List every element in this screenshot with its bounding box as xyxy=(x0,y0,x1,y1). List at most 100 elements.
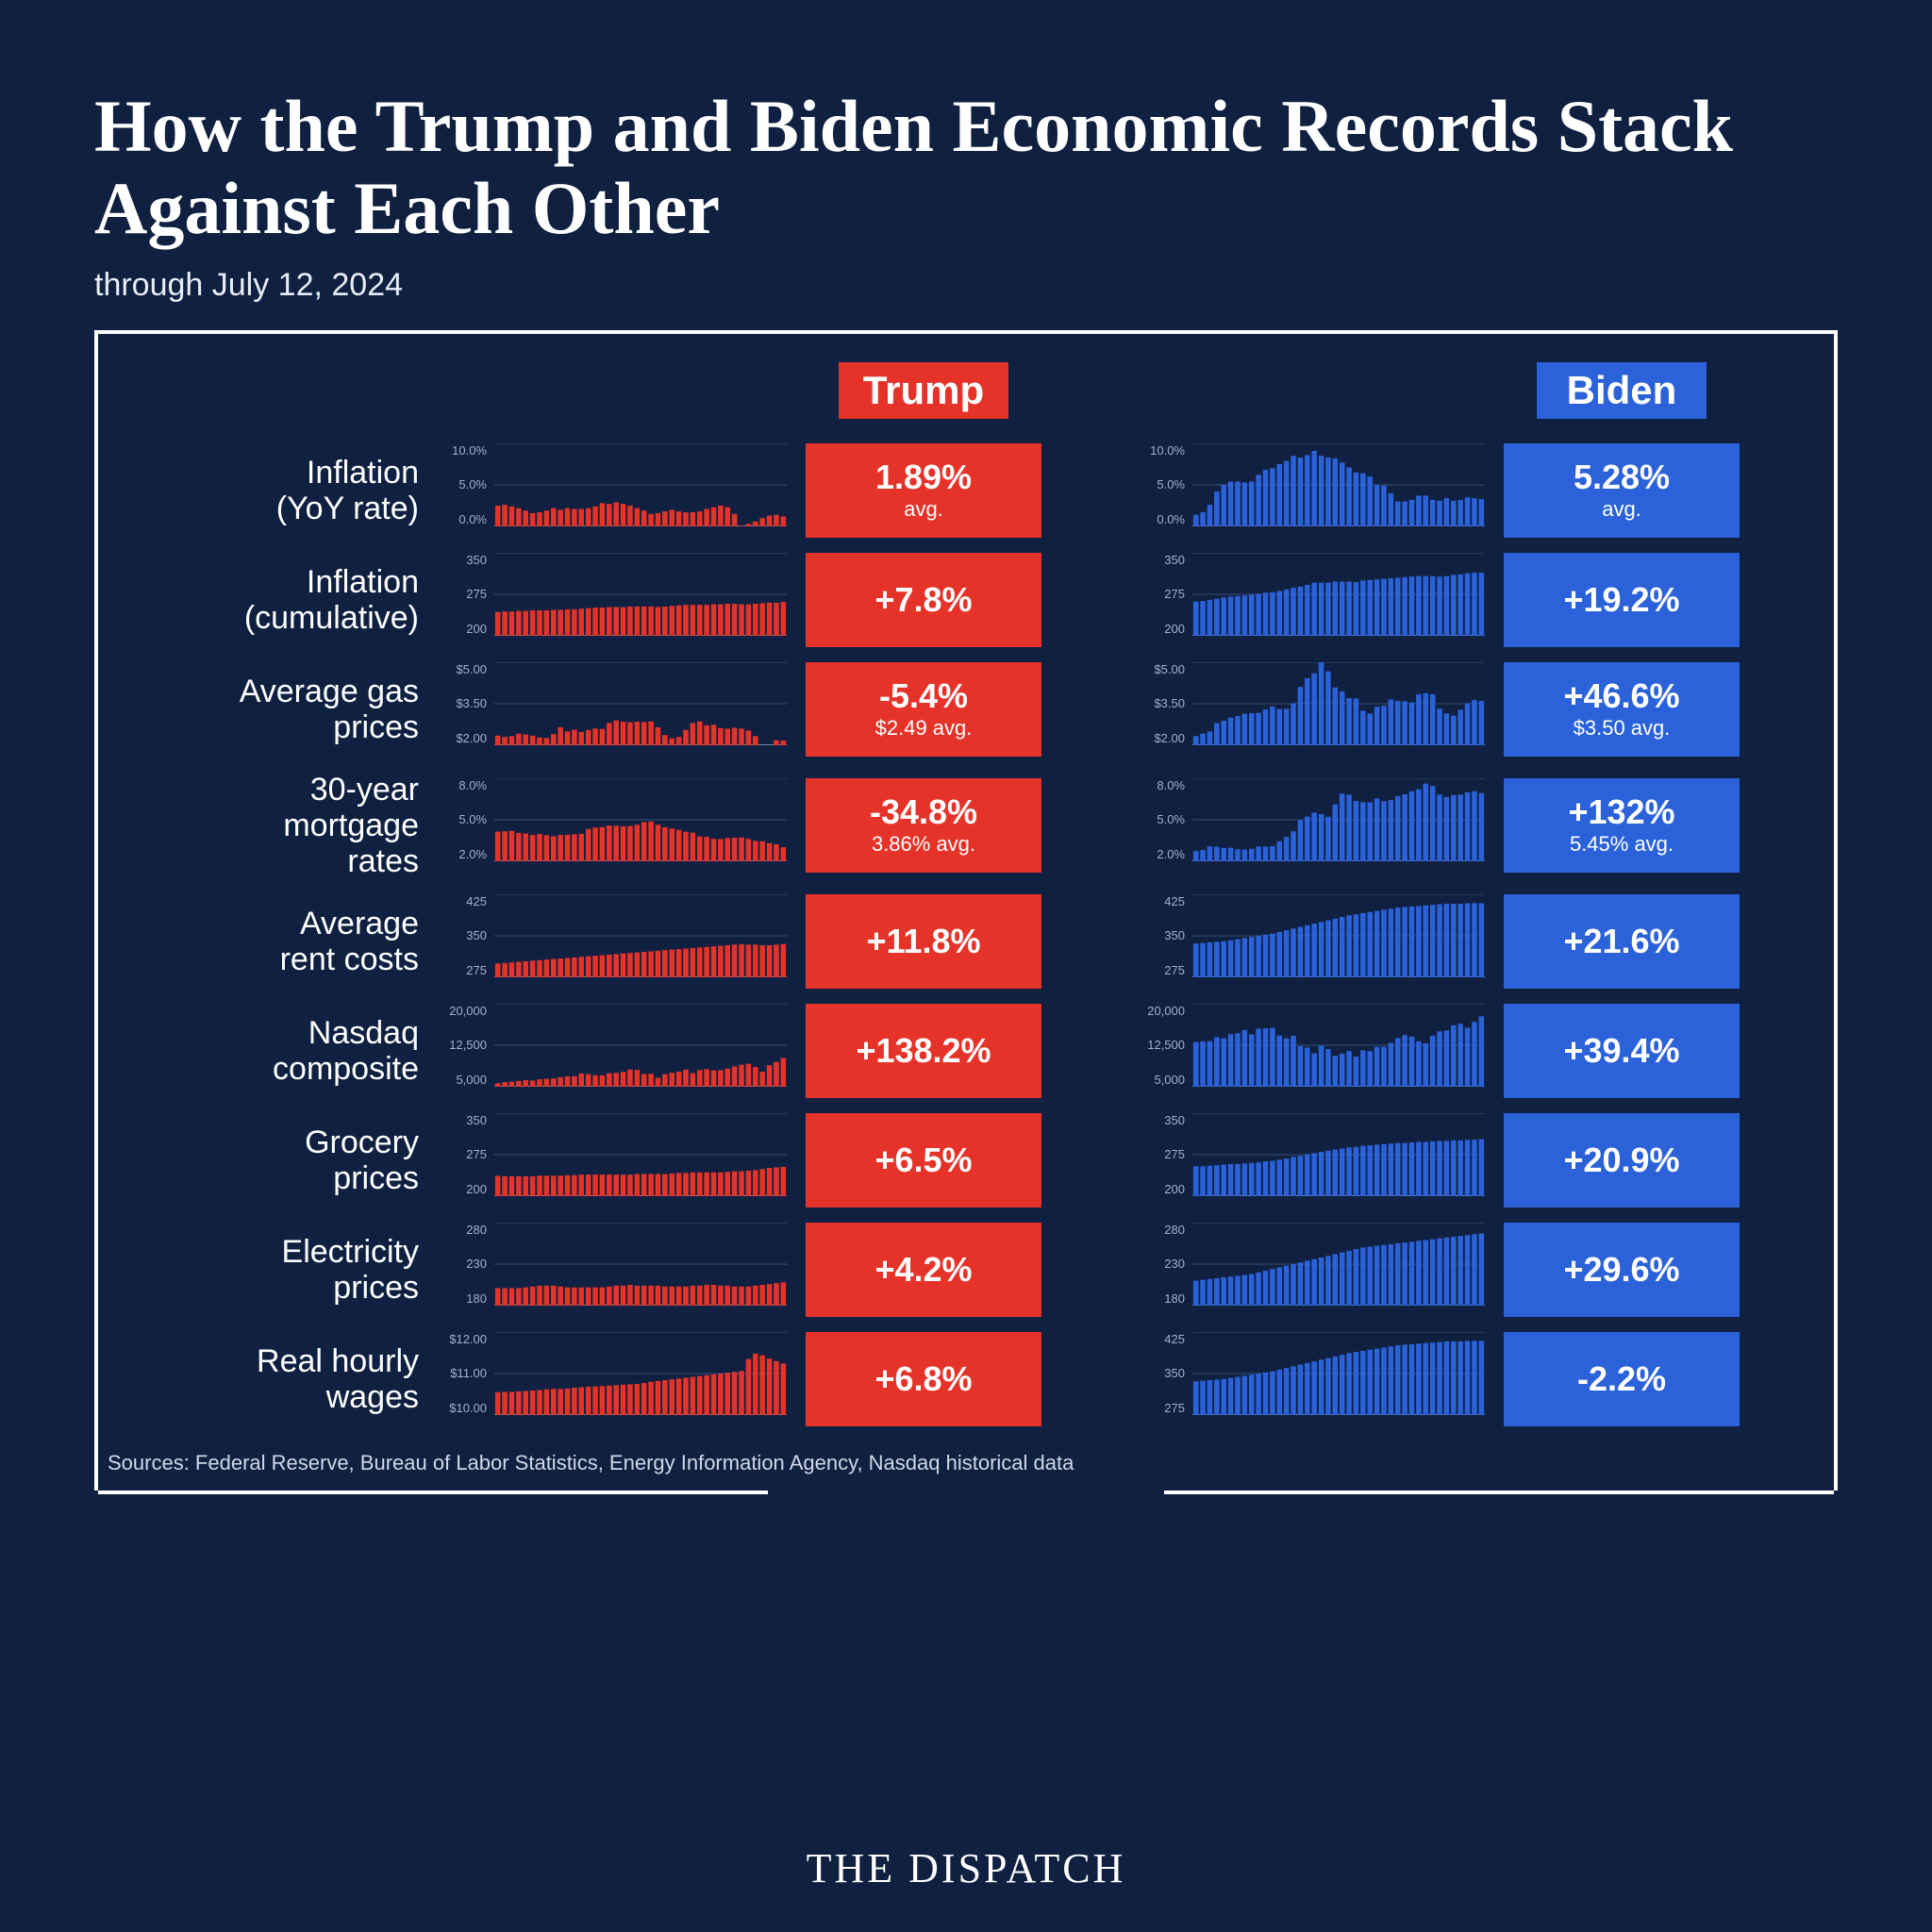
metric-row: Inflation(cumulative) 350275200 +7.8% 35027… xyxy=(98,545,1834,655)
value-sub: $2.49 avg. xyxy=(875,716,973,741)
value-sub: avg. xyxy=(904,497,943,522)
metric-label: Real hourlywages xyxy=(136,1343,419,1415)
value-main: -34.8% xyxy=(870,794,977,830)
chart-yticks: 350275200 xyxy=(438,553,491,636)
value-box-trump: +6.5% xyxy=(806,1113,1041,1208)
mini-bar-chart: 10.0%5.0%0.0% xyxy=(1136,443,1485,538)
mini-bar-chart: 350275200 xyxy=(438,1113,787,1208)
value-main: -2.2% xyxy=(1577,1361,1666,1397)
value-main: -5.4% xyxy=(879,678,968,714)
chart-yticks: 8.0%5.0%2.0% xyxy=(438,778,491,861)
metric-label: Groceryprices xyxy=(136,1124,419,1196)
chart-yticks: 425350275 xyxy=(1136,1332,1189,1415)
value-box-biden: +132%5.45% avg. xyxy=(1504,778,1740,873)
value-box-trump: +4.2% xyxy=(806,1223,1041,1317)
value-box-biden: +20.9% xyxy=(1504,1113,1740,1208)
metric-label: Inflation(YoY rate) xyxy=(136,455,419,526)
value-sub: avg. xyxy=(1602,497,1641,522)
value-main: +4.2% xyxy=(874,1252,972,1288)
metric-row: Electricityprices 280230180 +4.2% 280230180… xyxy=(98,1215,1834,1324)
metric-row: Real hourlywages $12.00$11.00$10.00 +6.8% 4… xyxy=(98,1324,1834,1434)
value-main: +39.4% xyxy=(1563,1033,1679,1069)
metric-rows-container: Inflation(YoY rate)10.0%5.0%0.0%1.89%avg… xyxy=(98,436,1834,1434)
frame-bottom-border xyxy=(98,1491,1834,1494)
mini-bar-chart: 425350275 xyxy=(1136,894,1485,989)
metric-label: Inflation(cumulative) xyxy=(136,564,419,636)
value-main: +11.8% xyxy=(866,924,980,959)
mini-bar-chart: $5.00$3.50$2.00 xyxy=(438,662,787,757)
value-main: +20.9% xyxy=(1563,1142,1679,1178)
value-box-trump: +7.8% xyxy=(806,553,1041,647)
metric-label: Averagerent costs xyxy=(136,906,419,977)
value-main: +7.8% xyxy=(874,582,972,618)
chart-yticks: 20,00012,5005,000 xyxy=(438,1004,491,1087)
metric-row: Average gasprices $5.00$3.50$2.00 -5.4%$2.… xyxy=(98,655,1834,764)
mini-bar-chart: 350275200 xyxy=(1136,1113,1485,1208)
value-main: +138.2% xyxy=(856,1033,991,1069)
metric-label: Average gasprices xyxy=(136,674,419,745)
value-main: +6.8% xyxy=(874,1361,972,1397)
mini-bar-chart: 8.0%5.0%2.0% xyxy=(1136,778,1485,873)
chart-yticks: $12.00$11.00$10.00 xyxy=(438,1332,491,1415)
chart-yticks: 350275200 xyxy=(438,1113,491,1196)
value-box-biden: +29.6% xyxy=(1504,1223,1740,1317)
metric-label: Electricityprices xyxy=(136,1234,419,1306)
chart-yticks: $5.00$3.50$2.00 xyxy=(438,662,491,745)
chart-yticks: 350275200 xyxy=(1136,553,1189,636)
mini-bar-chart: 350275200 xyxy=(438,553,787,647)
chart-yticks: 10.0%5.0%0.0% xyxy=(438,443,491,526)
mini-bar-chart: $12.00$11.00$10.00 xyxy=(438,1332,787,1426)
value-box-biden: +19.2% xyxy=(1504,553,1740,647)
value-main: +29.6% xyxy=(1563,1252,1679,1288)
chart-yticks: 425350275 xyxy=(1136,894,1189,977)
chart-yticks: 280230180 xyxy=(1136,1223,1189,1306)
mini-bar-chart: 8.0%5.0%2.0% xyxy=(438,778,787,873)
value-box-trump: -34.8%3.86% avg. xyxy=(806,778,1041,873)
chart-yticks: 10.0%5.0%0.0% xyxy=(1136,443,1189,526)
value-sub: $3.50 avg. xyxy=(1574,716,1671,741)
mini-bar-chart: 425350275 xyxy=(1136,1332,1485,1426)
value-box-biden: +46.6%$3.50 avg. xyxy=(1504,662,1740,757)
mini-bar-chart: 350275200 xyxy=(1136,553,1485,647)
chart-yticks: 20,00012,5005,000 xyxy=(1136,1004,1189,1087)
metric-label: 30-yearmortgagerates xyxy=(136,772,419,879)
sources-text: Sources: Federal Reserve, Bureau of Labo… xyxy=(98,1434,1834,1491)
mini-bar-chart: 425350275 xyxy=(438,894,787,989)
chart-yticks: 8.0%5.0%2.0% xyxy=(1136,778,1189,861)
metric-label: Nasdaqcomposite xyxy=(136,1015,419,1087)
value-box-trump: +138.2% xyxy=(806,1004,1041,1098)
mini-bar-chart: 280230180 xyxy=(438,1223,787,1317)
chart-yticks: 280230180 xyxy=(438,1223,491,1306)
page-title: How the Trump and Biden Economic Records… xyxy=(94,85,1838,250)
metric-row: Groceryprices 350275200 +6.5% 350275200 +20.… xyxy=(98,1106,1834,1215)
value-box-trump: -5.4%$2.49 avg. xyxy=(806,662,1041,757)
brand-label: THE DISPATCH xyxy=(0,1844,1932,1892)
value-box-biden: -2.2% xyxy=(1504,1332,1740,1426)
column-label-biden: Biden xyxy=(1537,362,1707,419)
value-main: 5.28% xyxy=(1574,459,1670,495)
value-box-biden: 5.28%avg. xyxy=(1504,443,1740,538)
value-sub: 3.86% avg. xyxy=(872,832,975,857)
value-main: +46.6% xyxy=(1563,678,1679,714)
value-box-biden: +21.6% xyxy=(1504,894,1740,989)
column-label-trump: Trump xyxy=(839,362,1008,419)
chart-yticks: 350275200 xyxy=(1136,1113,1189,1196)
content-frame: Trump Biden Inflation(YoY rate) 10.0%5.0%… xyxy=(94,330,1838,1491)
chart-yticks: 425350275 xyxy=(438,894,491,977)
value-box-trump: +6.8% xyxy=(806,1332,1041,1426)
page-subtitle: through July 12, 2024 xyxy=(94,267,1838,304)
mini-bar-chart: 10.0%5.0%0.0% xyxy=(438,443,787,538)
mini-bar-chart: 20,00012,5005,000 xyxy=(438,1004,787,1098)
value-sub: 5.45% avg. xyxy=(1570,832,1674,857)
mini-bar-chart: $5.00$3.50$2.00 xyxy=(1136,662,1485,757)
metric-row: Averagerent costs 425350275 +11.8% 42535027… xyxy=(98,887,1834,996)
value-main: +6.5% xyxy=(874,1142,972,1178)
value-main: +21.6% xyxy=(1563,924,1679,959)
mini-bar-chart: 20,00012,5005,000 xyxy=(1136,1004,1485,1098)
chart-yticks: $5.00$3.50$2.00 xyxy=(1136,662,1189,745)
value-main: +132% xyxy=(1568,794,1674,830)
value-main: +19.2% xyxy=(1563,582,1679,618)
mini-bar-chart: 280230180 xyxy=(1136,1223,1485,1317)
value-box-biden: +39.4% xyxy=(1504,1004,1740,1098)
metric-row: 30-yearmortgagerates 8.0%5.0%2.0% -34.8%3.… xyxy=(98,764,1834,887)
